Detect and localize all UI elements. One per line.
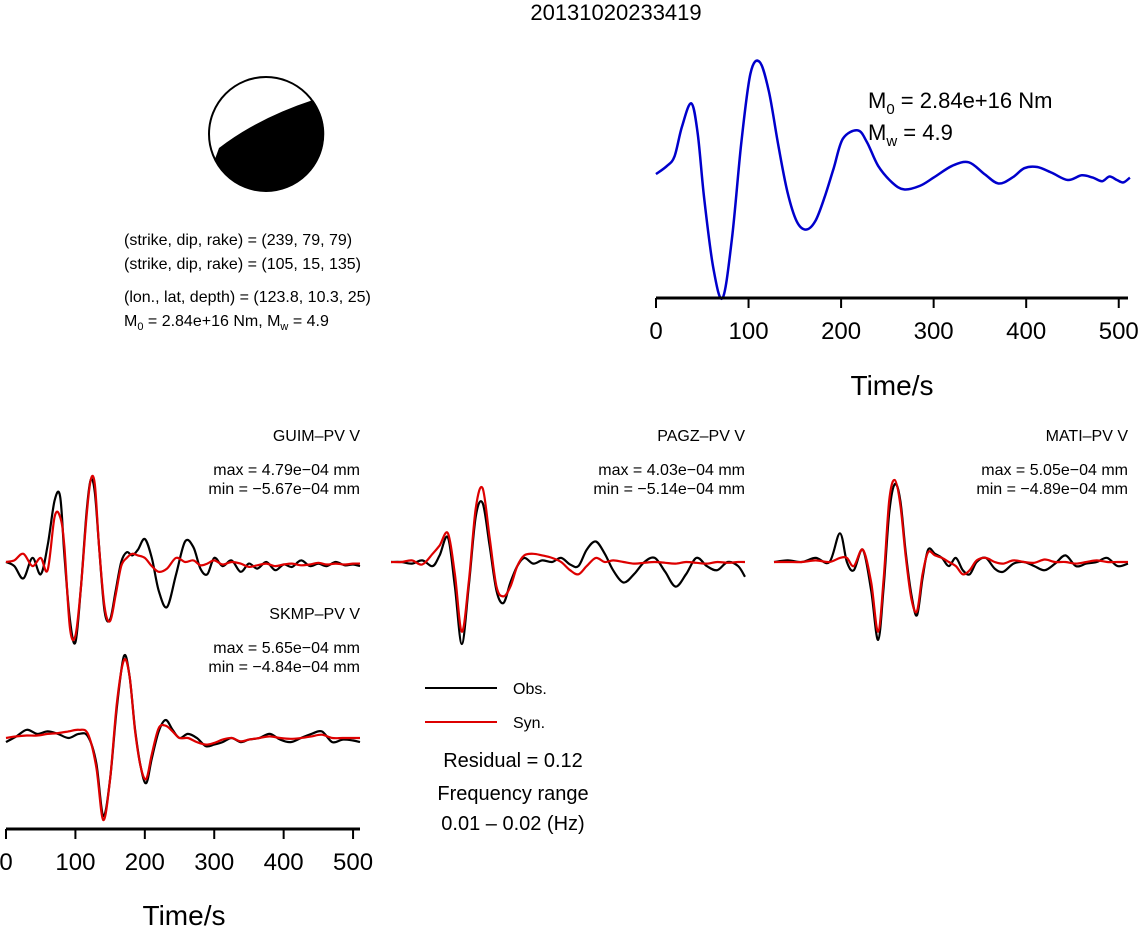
stf-m0-label: M0 = 2.84e+16 Nm: [868, 88, 1052, 118]
traces-tick-label: 500: [333, 849, 373, 876]
station-min: min = −4.84e−04 mm: [208, 659, 360, 676]
station-panel: SKMP–PV V max = 5.65e−04 mm min = −4.84e−0…: [5, 606, 361, 822]
station-max: max = 4.03e−04 mm: [598, 462, 745, 479]
traces-tick-label: 0: [0, 849, 13, 876]
station-panel: GUIM–PV V max = 4.79e−04 mm min = −5.67e−0…: [5, 428, 361, 645]
station-max: max = 5.65e−04 mm: [213, 640, 360, 657]
station-label: SKMP–PV V: [269, 606, 360, 623]
synthetic-trace: [774, 478, 1128, 633]
synthetic-trace: [5, 474, 361, 642]
station-min: min = −4.89e−04 mm: [976, 481, 1128, 498]
traces-tick-label: 300: [194, 849, 234, 876]
station-label: MATI–PV V: [1046, 428, 1129, 445]
traces-tick-label: 200: [125, 849, 165, 876]
stf-xlabel: Time/s: [851, 370, 934, 401]
focal-moment-line: M0 = 2.84e+16 Nm, Mw = 4.9: [124, 313, 329, 333]
station-max: max = 4.79e−04 mm: [213, 462, 360, 479]
stf-mw-label: Mw = 4.9: [868, 120, 953, 150]
beachball: [208, 76, 325, 192]
synthetic-trace: [390, 485, 746, 633]
station-panel: MATI–PV V max = 5.05e−04 mm min = −4.89e−0…: [773, 428, 1129, 642]
focal-info: (strike, dip, rake) = (239, 79, 79) (str…: [124, 232, 371, 333]
stf-tick-label: 0: [649, 318, 662, 345]
legend: Obs. Syn. Residual = 0.12 Frequency rang…: [425, 681, 589, 835]
station-max: max = 5.05e−04 mm: [981, 462, 1128, 479]
focal-line-2: (strike, dip, rake) = (105, 15, 135): [124, 256, 361, 273]
traces-xlabel: Time/s: [143, 900, 226, 928]
observed-trace: [5, 653, 361, 818]
synthetic-trace: [5, 658, 360, 822]
beachball-compressional: [215, 100, 325, 192]
stf-tick-label: 100: [729, 318, 769, 345]
focal-line-3: (lon., lat, depth) = (123.8, 10.3, 25): [124, 289, 371, 306]
figure-title: 20131020233419: [530, 0, 701, 25]
focal-line-1: (strike, dip, rake) = (239, 79, 79): [124, 232, 352, 249]
station-min: min = −5.67e−04 mm: [208, 481, 360, 498]
frequency-title: Frequency range: [437, 783, 588, 805]
legend-syn-label: Syn.: [513, 715, 545, 732]
stf-tick-label: 300: [914, 318, 954, 345]
station-traces: GUIM–PV V max = 4.79e−04 mm min = −5.67e−0…: [5, 428, 1129, 822]
traces-tick-label: 100: [55, 849, 95, 876]
frequency-value: 0.01 – 0.02 (Hz): [441, 813, 584, 835]
station-panel: PAGZ–PV V max = 4.03e−04 mm min = −5.14e−0…: [390, 428, 746, 646]
traces-tick-label: 400: [264, 849, 304, 876]
legend-obs-label: Obs.: [513, 681, 547, 698]
station-label: GUIM–PV V: [273, 428, 360, 445]
stf-tick-label: 200: [821, 318, 861, 345]
traces-axis: 0 100 200 300 400 500: [0, 827, 373, 876]
station-min: min = −5.14e−04 mm: [593, 481, 745, 498]
station-label: PAGZ–PV V: [657, 428, 745, 445]
observed-trace: [390, 500, 746, 646]
stf-plot: 0 100 200 300 400 500: [649, 59, 1139, 345]
stf-series-line: [655, 59, 1131, 301]
residual-text: Residual = 0.12: [443, 750, 583, 772]
stf-tick-label: 500: [1099, 318, 1139, 345]
stf-annotation: M0 = 2.84e+16 Nm Mw = 4.9: [868, 88, 1052, 150]
stf-tick-label: 400: [1006, 318, 1046, 345]
